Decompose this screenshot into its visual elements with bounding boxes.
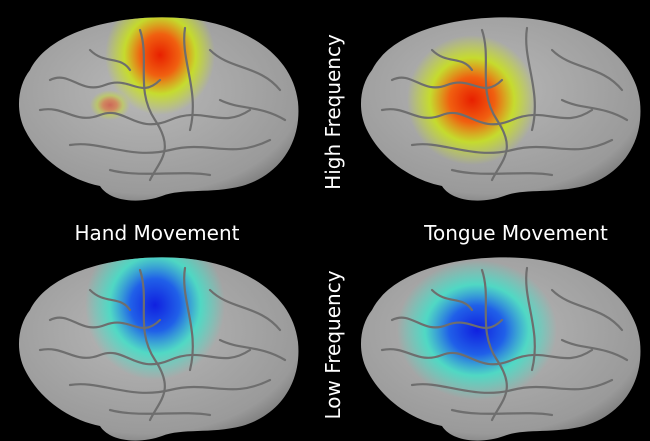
column-label: Hand Movement <box>75 221 240 245</box>
brain-hand-high <box>18 17 299 201</box>
row-label: High Frequency <box>321 34 345 190</box>
brain-tongue-high <box>360 17 641 201</box>
row-label: Low Frequency <box>321 270 345 419</box>
brain-tongue-low <box>360 257 641 441</box>
brain-hand-low <box>18 257 299 441</box>
column-label: Tongue Movement <box>423 221 608 245</box>
